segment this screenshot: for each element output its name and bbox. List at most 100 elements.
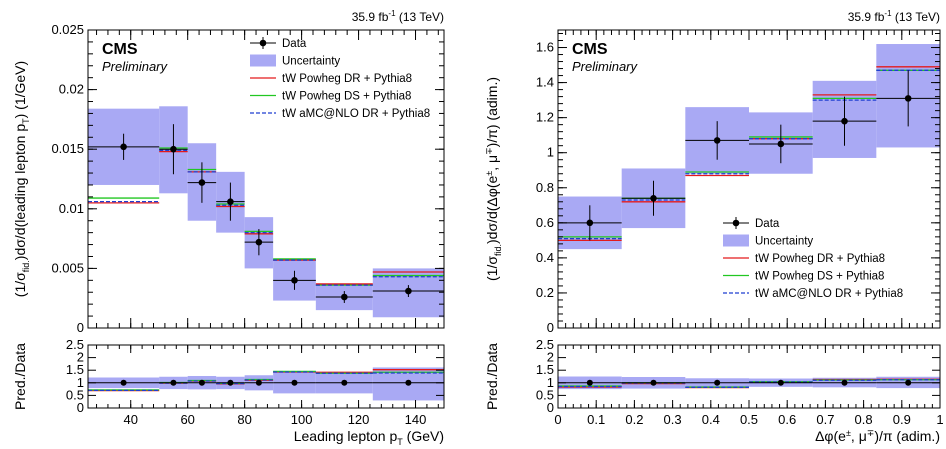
x-tick-label: 0.1 xyxy=(587,412,605,427)
preliminary-label: Preliminary xyxy=(102,59,169,74)
data-point xyxy=(777,140,785,148)
ratio-data-point xyxy=(198,379,205,386)
x-tick-label: 0.4 xyxy=(702,412,720,427)
ratio-data-point xyxy=(650,379,657,386)
ratio-data-point xyxy=(905,379,912,386)
data-point xyxy=(227,198,234,205)
legend-uncertainty-swatch xyxy=(723,234,749,247)
ratio-data-point xyxy=(841,379,848,386)
ratio-y-tick-label: 1 xyxy=(547,375,554,390)
x-tick-label: 60 xyxy=(180,412,194,427)
ratio-y-tick-label: 0 xyxy=(547,400,554,415)
ratio-y-tick-label: 2.5 xyxy=(536,337,554,352)
y-tick-label: 1.6 xyxy=(536,40,554,55)
legend-label: tW aMC@NLO DR + Pythia8 xyxy=(755,288,903,300)
x-tick-label: 0.2 xyxy=(625,412,643,427)
x-tick-label: 0.6 xyxy=(778,412,796,427)
x-tick-label: 100 xyxy=(291,412,313,427)
main-frame xyxy=(87,29,445,329)
data-point xyxy=(198,179,206,186)
legend-label: tW Powheg DS + Pythia8 xyxy=(755,271,884,283)
legend-label: tW aMC@NLO DR + Pythia8 xyxy=(282,108,430,120)
ratio-data-point xyxy=(120,379,127,386)
y-tick-label: 0 xyxy=(77,320,84,335)
legend-label: tW Powheg DR + Pythia8 xyxy=(282,73,412,85)
legend-label: Uncertainty xyxy=(282,56,340,68)
ratio-y-tick-label: 2 xyxy=(77,350,84,365)
ratio-data-point xyxy=(255,379,262,386)
ratio-y-tick-label: 2 xyxy=(547,350,554,365)
ratio-data-point xyxy=(341,379,348,386)
legend-label: Data xyxy=(282,38,307,50)
data-point xyxy=(586,219,594,227)
legend-uncertainty-swatch xyxy=(250,54,276,67)
ratio-y-tick-label: 1.5 xyxy=(536,362,554,377)
legend-label: Data xyxy=(755,218,780,230)
ratio-y-tick-label: 0.5 xyxy=(536,387,554,402)
x-tick-label: 0.3 xyxy=(664,412,682,427)
y-tick-label: 0.025 xyxy=(51,22,84,37)
data-point xyxy=(170,145,177,153)
y-axis-label: (1/σfid.)dσ/d(leading lepton pT) (1/GeV) xyxy=(12,61,31,297)
x-tick-label: 140 xyxy=(405,412,427,427)
ratio-data-point xyxy=(586,379,593,386)
data-point xyxy=(255,238,263,246)
legend-label: tW Powheg DR + Pythia8 xyxy=(755,253,885,265)
legend-data-marker xyxy=(732,219,740,227)
data-point xyxy=(405,287,412,295)
y-tick-label: 0.4 xyxy=(536,250,554,265)
ratio-y-tick-label: 1.5 xyxy=(66,362,84,377)
data-point xyxy=(713,137,721,144)
ratio-y-tick-label: 0 xyxy=(77,400,84,415)
ratio-data-point xyxy=(777,379,784,386)
x-tick-label: 0 xyxy=(554,412,561,427)
legend: Data Uncertainty tW Powheg DR + Pythia8 tW … xyxy=(250,37,430,120)
lumi-label: 35.9 fb-1 (13 TeV) xyxy=(352,9,444,24)
y-tick-label: 0.02 xyxy=(59,82,84,97)
ratio-data-point xyxy=(227,379,234,386)
y-tick-label: 1.2 xyxy=(536,110,554,125)
legend-label: Uncertainty xyxy=(755,236,813,248)
legend-label: tW Powheg DS + Pythia8 xyxy=(282,91,411,103)
x-tick-label: 0.9 xyxy=(893,412,911,427)
ratio-y-axis-label: Pred./Data xyxy=(12,343,28,410)
cms-label: CMS xyxy=(102,41,138,58)
data-point xyxy=(341,293,348,301)
legend: Data Uncertainty tW Powheg DR + Pythia8 tW … xyxy=(723,217,903,300)
ratio-frame xyxy=(87,344,445,409)
data-point xyxy=(650,194,657,202)
y-tick-label: 0.2 xyxy=(536,285,554,300)
data-point xyxy=(841,117,848,125)
y-axis-label: (1/σfid.)dσ/d(Δφ(e±, μ∓)/π) (adim.) xyxy=(484,77,503,281)
ratio-y-tick-label: 1 xyxy=(77,375,84,390)
y-tick-label: 1 xyxy=(547,145,554,160)
y-tick-label: 0.005 xyxy=(51,260,84,275)
data-point xyxy=(291,277,298,284)
legend-data-marker xyxy=(259,39,267,47)
data-point xyxy=(120,143,127,151)
ratio-y-tick-label: 0.5 xyxy=(66,387,84,402)
ratio-data-point xyxy=(291,379,298,386)
lumi-label: 35.9 fb-1 (13 TeV) xyxy=(848,9,940,24)
ratio-data-point xyxy=(170,379,177,386)
y-tick-label: 0 xyxy=(547,320,554,335)
y-tick-label: 1.4 xyxy=(536,75,554,90)
panel-right: 00.20.40.60.811.21.41.600.511.522.50 0.1 0… xyxy=(484,9,944,444)
data-point xyxy=(904,95,912,102)
x-tick-label: 1 xyxy=(936,412,943,427)
x-axis-label: Leading lepton pT (GeV) xyxy=(294,428,444,447)
y-tick-label: 0.8 xyxy=(536,180,554,195)
ratio-y-axis-label: Pred./Data xyxy=(484,343,500,410)
x-axis-label: Δφ(e±, μ∓)/π (adim.) xyxy=(815,428,940,444)
ratio-data-point xyxy=(405,379,412,386)
ratio-y-tick-label: 2.5 xyxy=(66,337,84,352)
x-tick-label: 120 xyxy=(348,412,370,427)
y-tick-label: 0.01 xyxy=(59,201,84,216)
x-tick-label: 80 xyxy=(237,412,251,427)
x-tick-label: 0.7 xyxy=(816,412,834,427)
cms-label: CMS xyxy=(572,41,608,58)
ratio-data-point xyxy=(714,379,721,386)
x-tick-label: 0.5 xyxy=(740,412,758,427)
